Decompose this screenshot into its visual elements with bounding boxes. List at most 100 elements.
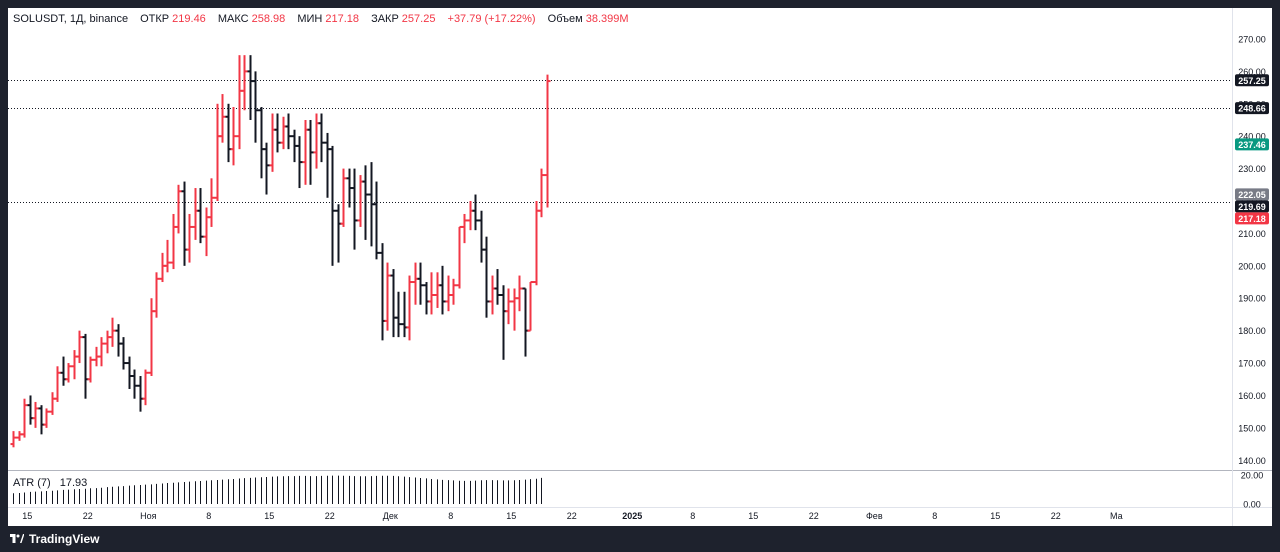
ohlc-bar: [43, 408, 50, 428]
ohlc-bar: [230, 107, 237, 166]
symbol-legend[interactable]: SOLUSDT, 1Д, binance ОТКР 219.46 МАКС 258.…: [13, 13, 632, 25]
price-tick-label: 260.00: [1238, 67, 1266, 77]
atr-tick-label: 20.00: [1241, 470, 1264, 480]
price-tick-label: 180.00: [1238, 326, 1266, 336]
time-tick-label: 22: [1051, 511, 1061, 521]
time-axis[interactable]: 15 22 Ноя 8 15 22 Дек 8 15 22 2025 8 15 22 Фев 8 15 22 Ма: [22, 511, 1122, 521]
ohlc-bar: [76, 330, 83, 364]
ohlc-bar: [318, 113, 325, 163]
ohlc-bar: [516, 275, 523, 312]
ohlc-bar: [472, 194, 479, 231]
chart-frame[interactable]: 270.00260.00250.00240.00230.00220.00210.…: [8, 8, 1272, 526]
atr-legend[interactable]: ATR (7) 17.93: [13, 477, 87, 489]
price-tick-label: 170.00: [1238, 359, 1266, 369]
price-label-box: [1235, 102, 1269, 115]
ohlc-bar: [109, 317, 116, 347]
time-tick-label: 15: [22, 511, 32, 521]
change-value: +37.79 (+17.22%): [447, 13, 536, 25]
price-label-box: [1235, 188, 1269, 201]
time-tick-label: 22: [809, 511, 819, 521]
time-tick-label: Фев: [866, 511, 883, 521]
ohlc-bar: [428, 272, 435, 315]
ohlc-bar: [32, 401, 39, 428]
high-label: МАКС: [217, 13, 249, 25]
ohlc-bar: [544, 74, 551, 208]
price-tick-label: 210.00: [1238, 229, 1266, 239]
ohlc-bar: [307, 119, 314, 185]
price-label-text: 237.46: [1238, 140, 1266, 150]
brand-label: TradingView: [29, 532, 100, 546]
price-label-text: 248.66: [1238, 104, 1266, 114]
time-tick-label: 8: [206, 511, 211, 521]
price-label-text: 219.69: [1238, 202, 1266, 212]
time-tick-label: 15: [748, 511, 758, 521]
price-label-text: 222.05: [1238, 190, 1266, 200]
ohlc-bar: [274, 113, 281, 153]
close-value: 257.25: [401, 13, 436, 25]
ohlc-bar: [340, 168, 347, 227]
plot-background: [8, 8, 1272, 526]
ohlc-bar: [505, 288, 512, 325]
footer-bar: TradingView: [0, 526, 1280, 552]
time-tick-label: 15: [506, 511, 516, 521]
time-tick-label: 22: [325, 511, 335, 521]
ohlc-bar: [120, 337, 127, 370]
ohlc-bar: [450, 278, 457, 305]
ohlc-bar: [285, 113, 292, 150]
time-tick-label: 8: [932, 511, 937, 521]
time-tick-label: 15: [264, 511, 274, 521]
ohlc-bar: [483, 236, 490, 318]
time-tick-label: Ноя: [140, 511, 157, 521]
atr-label[interactable]: ATR (7): [13, 477, 51, 489]
tradingview-logo-icon: [10, 534, 24, 543]
time-tick-label: 22: [83, 511, 93, 521]
price-label: 217.18: [1235, 212, 1269, 225]
chart-panes: [8, 8, 1272, 526]
ohlc-bar: [329, 145, 336, 266]
ohlc-bar: [208, 178, 215, 227]
time-tick-label: 8: [448, 511, 453, 521]
low-label: МИН: [297, 13, 323, 25]
ohlc-bar: [263, 142, 270, 195]
price-label-box: [1235, 74, 1269, 87]
ohlc-bar: [351, 168, 358, 250]
ohlc-bar: [186, 213, 193, 263]
ohlc-bar: [21, 398, 28, 438]
ohlc-bar: [164, 239, 171, 273]
ohlc-bar: [362, 165, 369, 240]
open-label: ОТКР: [140, 13, 170, 25]
time-tick-label: Дек: [383, 511, 398, 521]
ohlc-bar: [175, 184, 182, 234]
price-label: 222.05: [1235, 188, 1269, 201]
ohlc-bar: [153, 272, 160, 318]
ohlc-bar: [395, 291, 402, 338]
open-value: 219.46: [172, 13, 206, 25]
price-label-box: [1235, 138, 1269, 151]
ohlc-bar: [219, 94, 226, 143]
symbol-label[interactable]: SOLUSDT, 1Д, binance: [13, 13, 129, 25]
atr-axis[interactable]: 20.00 0.00: [1241, 470, 1264, 509]
ohlc-bar: [461, 213, 468, 244]
time-tick-label: 2025: [622, 511, 642, 521]
price-label-text: 217.18: [1238, 214, 1266, 224]
ohlc-bar: [527, 281, 534, 332]
ohlc-bar: [406, 275, 413, 341]
time-tick-label: 15: [990, 511, 1000, 521]
price-label: 248.66: [1235, 102, 1269, 115]
price-bars: [10, 55, 551, 448]
price-tick-label: 140.00: [1238, 456, 1266, 466]
price-label-box: [1235, 200, 1269, 213]
atr-pane: [13, 475, 542, 504]
time-tick-label: 8: [690, 511, 695, 521]
ohlc-bar: [417, 262, 424, 305]
ohlc-bar: [197, 188, 204, 244]
price-tick-label: 230.00: [1238, 164, 1266, 174]
price-tick-label: 270.00: [1238, 34, 1266, 44]
atr-tick-label: 0.00: [1243, 500, 1261, 510]
tradingview-brand[interactable]: TradingView: [10, 532, 99, 546]
price-label: 219.69: [1235, 200, 1269, 213]
time-tick-label: Ма: [1110, 511, 1123, 521]
ohlc-chart[interactable]: 270.00260.00250.00240.00230.00220.00210.…: [8, 8, 1272, 526]
close-label: ЗАКР: [371, 13, 399, 25]
price-label-box: [1235, 212, 1269, 225]
